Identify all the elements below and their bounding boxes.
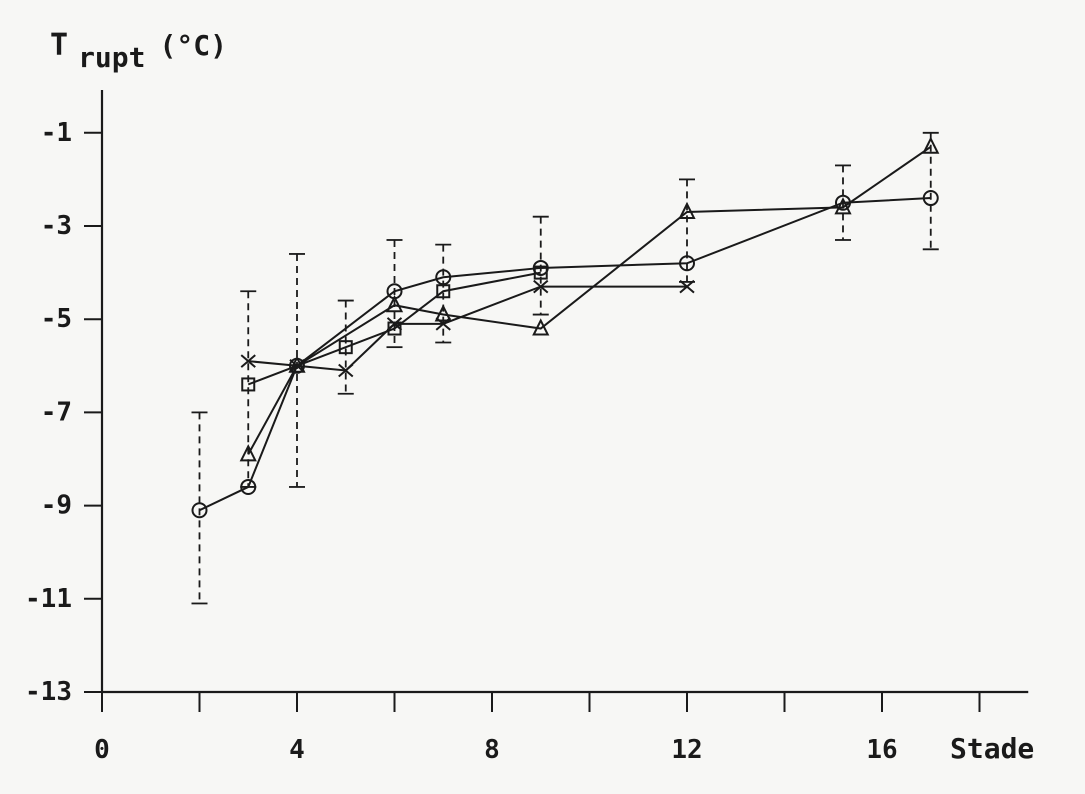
ticks: -1 -3 -5 -7 -9 -11 -13 0 4 8 12 16 <box>25 118 981 765</box>
x-tick-label: 12 <box>671 735 702 765</box>
data-point-triangle <box>834 197 852 215</box>
series-line-cross <box>248 285 687 372</box>
data-point-square <box>241 377 256 392</box>
x-tick-label: 0 <box>94 735 110 765</box>
x-tick-label: 8 <box>484 735 500 765</box>
data-point-triangle <box>434 304 452 322</box>
series-line-circle <box>199 197 931 512</box>
data-point-square <box>338 340 353 355</box>
y-tick-label: -13 <box>25 677 72 707</box>
data-point-circle <box>835 194 851 211</box>
data-point-square <box>436 284 451 299</box>
data-point-circle <box>679 255 695 272</box>
x-tick-label: 4 <box>289 735 305 765</box>
data-point-cross <box>435 317 451 331</box>
data-point-triangle <box>288 355 306 373</box>
data-point-circle <box>922 190 939 207</box>
x-tick-label: 16 <box>866 735 897 765</box>
data-point-circle <box>191 502 208 519</box>
data-point-square <box>533 265 548 280</box>
data-point-circle <box>240 478 257 495</box>
data-point-triangle <box>922 136 940 154</box>
data-point-cross <box>679 279 695 294</box>
data-point-cross <box>289 359 305 373</box>
series-line-square <box>247 271 541 386</box>
series-markers <box>191 136 940 519</box>
data-point-cross <box>386 317 403 331</box>
y-axis-title-main: T <box>50 28 68 63</box>
data-point-triangle <box>678 201 696 220</box>
y-tick-label: -7 <box>41 397 72 427</box>
data-point-cross <box>240 354 256 368</box>
data-point-triangle <box>532 318 550 336</box>
y-axis-title-unit: (°C) <box>160 29 227 62</box>
y-tick-label: -11 <box>25 584 72 614</box>
x-axis-title: Stade <box>950 732 1034 765</box>
y-tick-label: -3 <box>41 211 72 241</box>
series-lines <box>199 145 932 512</box>
y-axis-title-sub: rupt <box>78 41 145 74</box>
y-tick-label: -9 <box>41 491 72 521</box>
series-line-triangle <box>247 145 932 455</box>
data-point-cross <box>533 279 549 294</box>
data-point-cross <box>338 363 354 378</box>
y-tick-label: -1 <box>41 118 72 148</box>
data-point-triangle <box>385 294 404 313</box>
y-tick-label: -5 <box>41 304 72 334</box>
data-point-triangle <box>239 444 257 462</box>
